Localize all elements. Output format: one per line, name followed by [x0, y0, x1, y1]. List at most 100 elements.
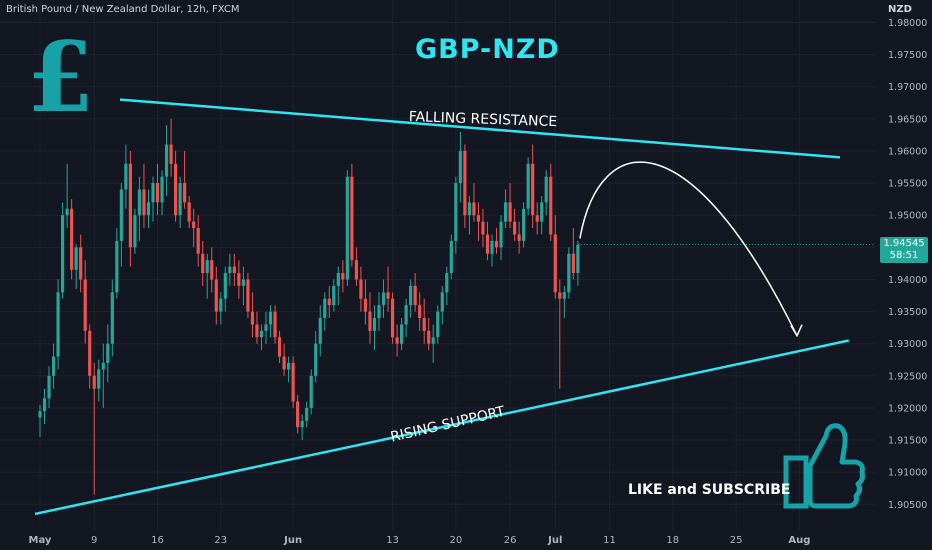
overlay-drawings	[783, 423, 865, 509]
candle	[318, 305, 322, 357]
candle	[223, 266, 227, 312]
candle-body	[115, 240, 119, 293]
candle	[246, 273, 250, 318]
candle-body	[282, 356, 286, 370]
price-axis[interactable]: 1.98000 1.97500 1.97000 1.96500 1.96000 1.955…	[888, 18, 927, 511]
candle	[74, 244, 78, 290]
candle-body	[395, 337, 399, 344]
candle	[183, 150, 187, 209]
candle	[97, 359, 101, 402]
y-tick-label: 1.94000	[888, 275, 927, 286]
candle	[178, 176, 182, 229]
candle-body	[160, 176, 164, 203]
candle	[106, 324, 110, 383]
candle	[359, 266, 363, 312]
candle-body	[51, 356, 56, 376]
candle-body	[314, 343, 318, 376]
candle	[454, 176, 458, 254]
candle-body	[372, 318, 377, 331]
candle-body	[201, 253, 205, 274]
candle-body	[531, 163, 535, 216]
candle	[535, 202, 539, 235]
candle-body	[74, 247, 78, 270]
candle-body	[363, 298, 368, 312]
candle	[101, 343, 105, 408]
candle-body	[481, 221, 485, 235]
candle-body	[187, 202, 191, 222]
pound-sign-icon: £	[27, 21, 94, 134]
candle	[232, 253, 236, 286]
candle	[485, 221, 490, 261]
candle-body	[359, 279, 363, 299]
candle-body	[268, 311, 273, 325]
candle	[287, 356, 291, 383]
projection-arrowhead	[790, 324, 803, 338]
candle-body	[517, 234, 521, 241]
last-price-tag: 1.94545 58:51	[880, 237, 928, 264]
candle	[490, 234, 494, 267]
candle-body	[250, 311, 255, 325]
candle	[576, 240, 580, 286]
candle	[413, 273, 417, 312]
projection-arrow	[579, 161, 798, 337]
candle-body	[214, 279, 218, 312]
candle	[571, 228, 575, 280]
candle-body	[210, 260, 214, 280]
candle	[336, 266, 340, 306]
candle-body	[409, 285, 413, 306]
candle-body	[345, 176, 349, 280]
candle-body	[196, 228, 200, 254]
candle	[155, 163, 160, 216]
candle	[205, 253, 209, 299]
candle	[508, 183, 512, 229]
candle-body	[522, 208, 526, 241]
candle	[119, 183, 123, 267]
candle	[499, 215, 503, 261]
candle-body	[336, 273, 340, 286]
candle-body	[472, 202, 476, 216]
candle	[368, 292, 372, 344]
candle	[237, 260, 241, 299]
y-tick-label: 1.95500	[888, 179, 927, 190]
candle-body	[228, 266, 232, 274]
candle-body	[535, 215, 539, 222]
candle	[300, 414, 304, 441]
candle	[422, 298, 426, 344]
candle	[345, 170, 349, 286]
candle-body	[42, 398, 47, 412]
candle-body	[562, 292, 566, 299]
y-tick-label: 1.96500	[888, 114, 927, 125]
candle	[219, 292, 223, 325]
candle	[463, 144, 467, 229]
x-tick-label: 9	[91, 535, 97, 546]
x-tick-label: May	[29, 535, 52, 546]
time-axis[interactable]: May 9 16 23 Jun 13 20 26 Jul 11 18 25 Aug	[29, 535, 811, 546]
candle-body	[454, 183, 458, 241]
candle	[476, 202, 481, 241]
candle-body	[558, 292, 562, 299]
candle	[42, 388, 47, 424]
currency-unit: NZD	[888, 4, 912, 15]
candlestick-series	[38, 118, 580, 495]
chart-title: GBP-NZD	[415, 34, 560, 65]
candle-body	[296, 401, 300, 428]
candle-body	[101, 362, 105, 370]
candle	[540, 195, 544, 235]
x-tick-label: 18	[666, 535, 679, 546]
candle	[164, 125, 169, 196]
y-tick-label: 1.93500	[888, 307, 927, 318]
candle	[404, 298, 408, 338]
candle	[445, 266, 449, 306]
candle	[481, 208, 485, 248]
candle	[47, 366, 51, 408]
x-tick-label: 20	[449, 535, 462, 546]
candle-body	[449, 240, 453, 274]
candle-body	[571, 253, 575, 274]
candle	[372, 305, 377, 351]
candle-body	[400, 324, 404, 344]
y-tick-label: 1.91500	[888, 436, 927, 447]
candle	[517, 221, 521, 254]
candle	[56, 279, 60, 370]
candle-body	[146, 202, 151, 216]
